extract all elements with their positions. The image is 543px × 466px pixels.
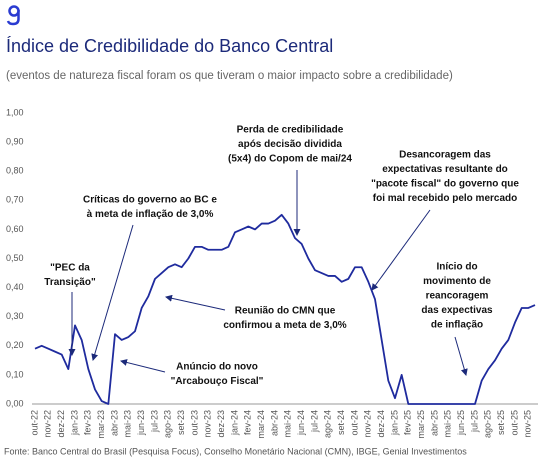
x-tick-label: abr-25 [429, 410, 439, 436]
x-tick-label: abr-24 [269, 410, 279, 436]
annotation-arrow [165, 294, 226, 311]
annotation: movimento de [423, 276, 491, 287]
x-tick-label: jun-25 [456, 410, 466, 436]
x-tick-label: fev-25 [403, 410, 413, 435]
annotation: expectativas resultante do [382, 164, 508, 175]
annotation: das expectivas [421, 305, 493, 316]
x-tick-label: nov-23 [203, 410, 213, 438]
annotation: foi mal recebido pelo mercado [373, 193, 517, 204]
x-tick-label: jul-24 [309, 410, 319, 433]
y-tick-label: 0,20 [6, 340, 24, 350]
x-tick-label: jul-25 [469, 410, 479, 433]
y-tick-label: 0,00 [6, 398, 24, 408]
y-tick-label: 0,40 [6, 282, 24, 292]
x-tick-label: nov-24 [363, 410, 373, 438]
annotation-arrow [371, 209, 431, 291]
x-tick-label: mai-24 [283, 410, 293, 438]
x-tick-label: jan-23 [69, 410, 79, 436]
annotation-arrow [91, 224, 134, 361]
x-tick-label: nov-25 [523, 410, 533, 438]
x-tick-label: mar-25 [416, 410, 426, 439]
y-tick-label: 0,80 [6, 166, 24, 176]
x-tick-label: mai-25 [443, 410, 453, 438]
x-tick-label: mar-24 [256, 410, 266, 439]
annotation: (5x4) do Copom de mai/24 [228, 154, 352, 165]
annotation-arrow [120, 359, 166, 373]
x-tick-label: set-24 [336, 410, 346, 435]
chart-subtitle: (eventos de natureza fiscal foram os que… [6, 70, 453, 82]
x-tick-label: jun-23 [136, 410, 146, 436]
x-tick-label: fev-24 [243, 410, 253, 435]
line-series [34, 213, 536, 405]
annotation: Transição" [44, 277, 96, 288]
annotation-arrow [454, 336, 468, 376]
x-tick-label: dez-24 [376, 410, 386, 438]
x-tick-label: dez-22 [56, 410, 66, 438]
annotation: Início do [436, 262, 477, 273]
y-tick-label: 0,70 [6, 195, 24, 205]
logo [6, 5, 20, 26]
x-tick-label: dez-23 [216, 410, 226, 438]
annotation: de inflação [431, 320, 483, 331]
x-tick-label: ago-23 [163, 410, 173, 438]
x-tick-label: ago-24 [323, 410, 333, 438]
x-tick-label: out-22 [29, 410, 39, 436]
y-tick-label: 0,50 [6, 253, 24, 263]
x-tick-label: mar-23 [96, 410, 106, 439]
source-note: Fonte: Banco Central do Brasil (Pesquisa… [4, 446, 467, 456]
x-tick-label: out-25 [509, 410, 519, 436]
x-tick-label: set-23 [176, 410, 186, 435]
annotation: confirmou a meta de 3,0% [223, 320, 346, 331]
y-tick-label: 0,30 [6, 311, 24, 321]
annotation: "Arcabouço Fiscal" [171, 376, 264, 387]
annotation: reancoragem [426, 291, 489, 302]
x-tick-label: jan-24 [229, 410, 239, 436]
y-tick-label: 0,10 [6, 369, 24, 379]
x-tick-label: mai-23 [123, 410, 133, 438]
annotation: Perda de credibilidade [237, 125, 344, 136]
x-tick-label: jun-24 [296, 410, 306, 436]
annotation: "PEC da [50, 263, 90, 274]
annotation: Desancoragem das [399, 150, 491, 161]
x-tick-label: set-25 [496, 410, 506, 435]
x-tick-label: ago-25 [483, 410, 493, 438]
annotation: Reunião do CMN que [235, 306, 336, 317]
y-tick-label: 0,90 [6, 136, 24, 146]
annotation: após decisão dividida [238, 139, 342, 150]
x-tick-label: fev-23 [83, 410, 93, 435]
annotation: Críticas do governo ao BC e [83, 195, 217, 206]
x-tick-label: abr-23 [109, 410, 119, 436]
x-tick-label: out-24 [349, 410, 359, 436]
chart-title: Índice de Credibilidade do Banco Central [6, 36, 333, 56]
y-tick-label: 1,00 [6, 107, 24, 117]
x-tick-label: nov-22 [43, 410, 53, 438]
x-tick-label: out-23 [189, 410, 199, 436]
x-tick-label: jul-23 [149, 410, 159, 433]
x-tick-label: jan-25 [389, 410, 399, 436]
annotation: à meta de inflação de 3,0% [87, 209, 214, 220]
y-tick-label: 0,60 [6, 224, 24, 234]
annotation: "pacote fiscal" do governo que [371, 179, 519, 190]
annotation: Anúncio do novo [176, 362, 258, 373]
